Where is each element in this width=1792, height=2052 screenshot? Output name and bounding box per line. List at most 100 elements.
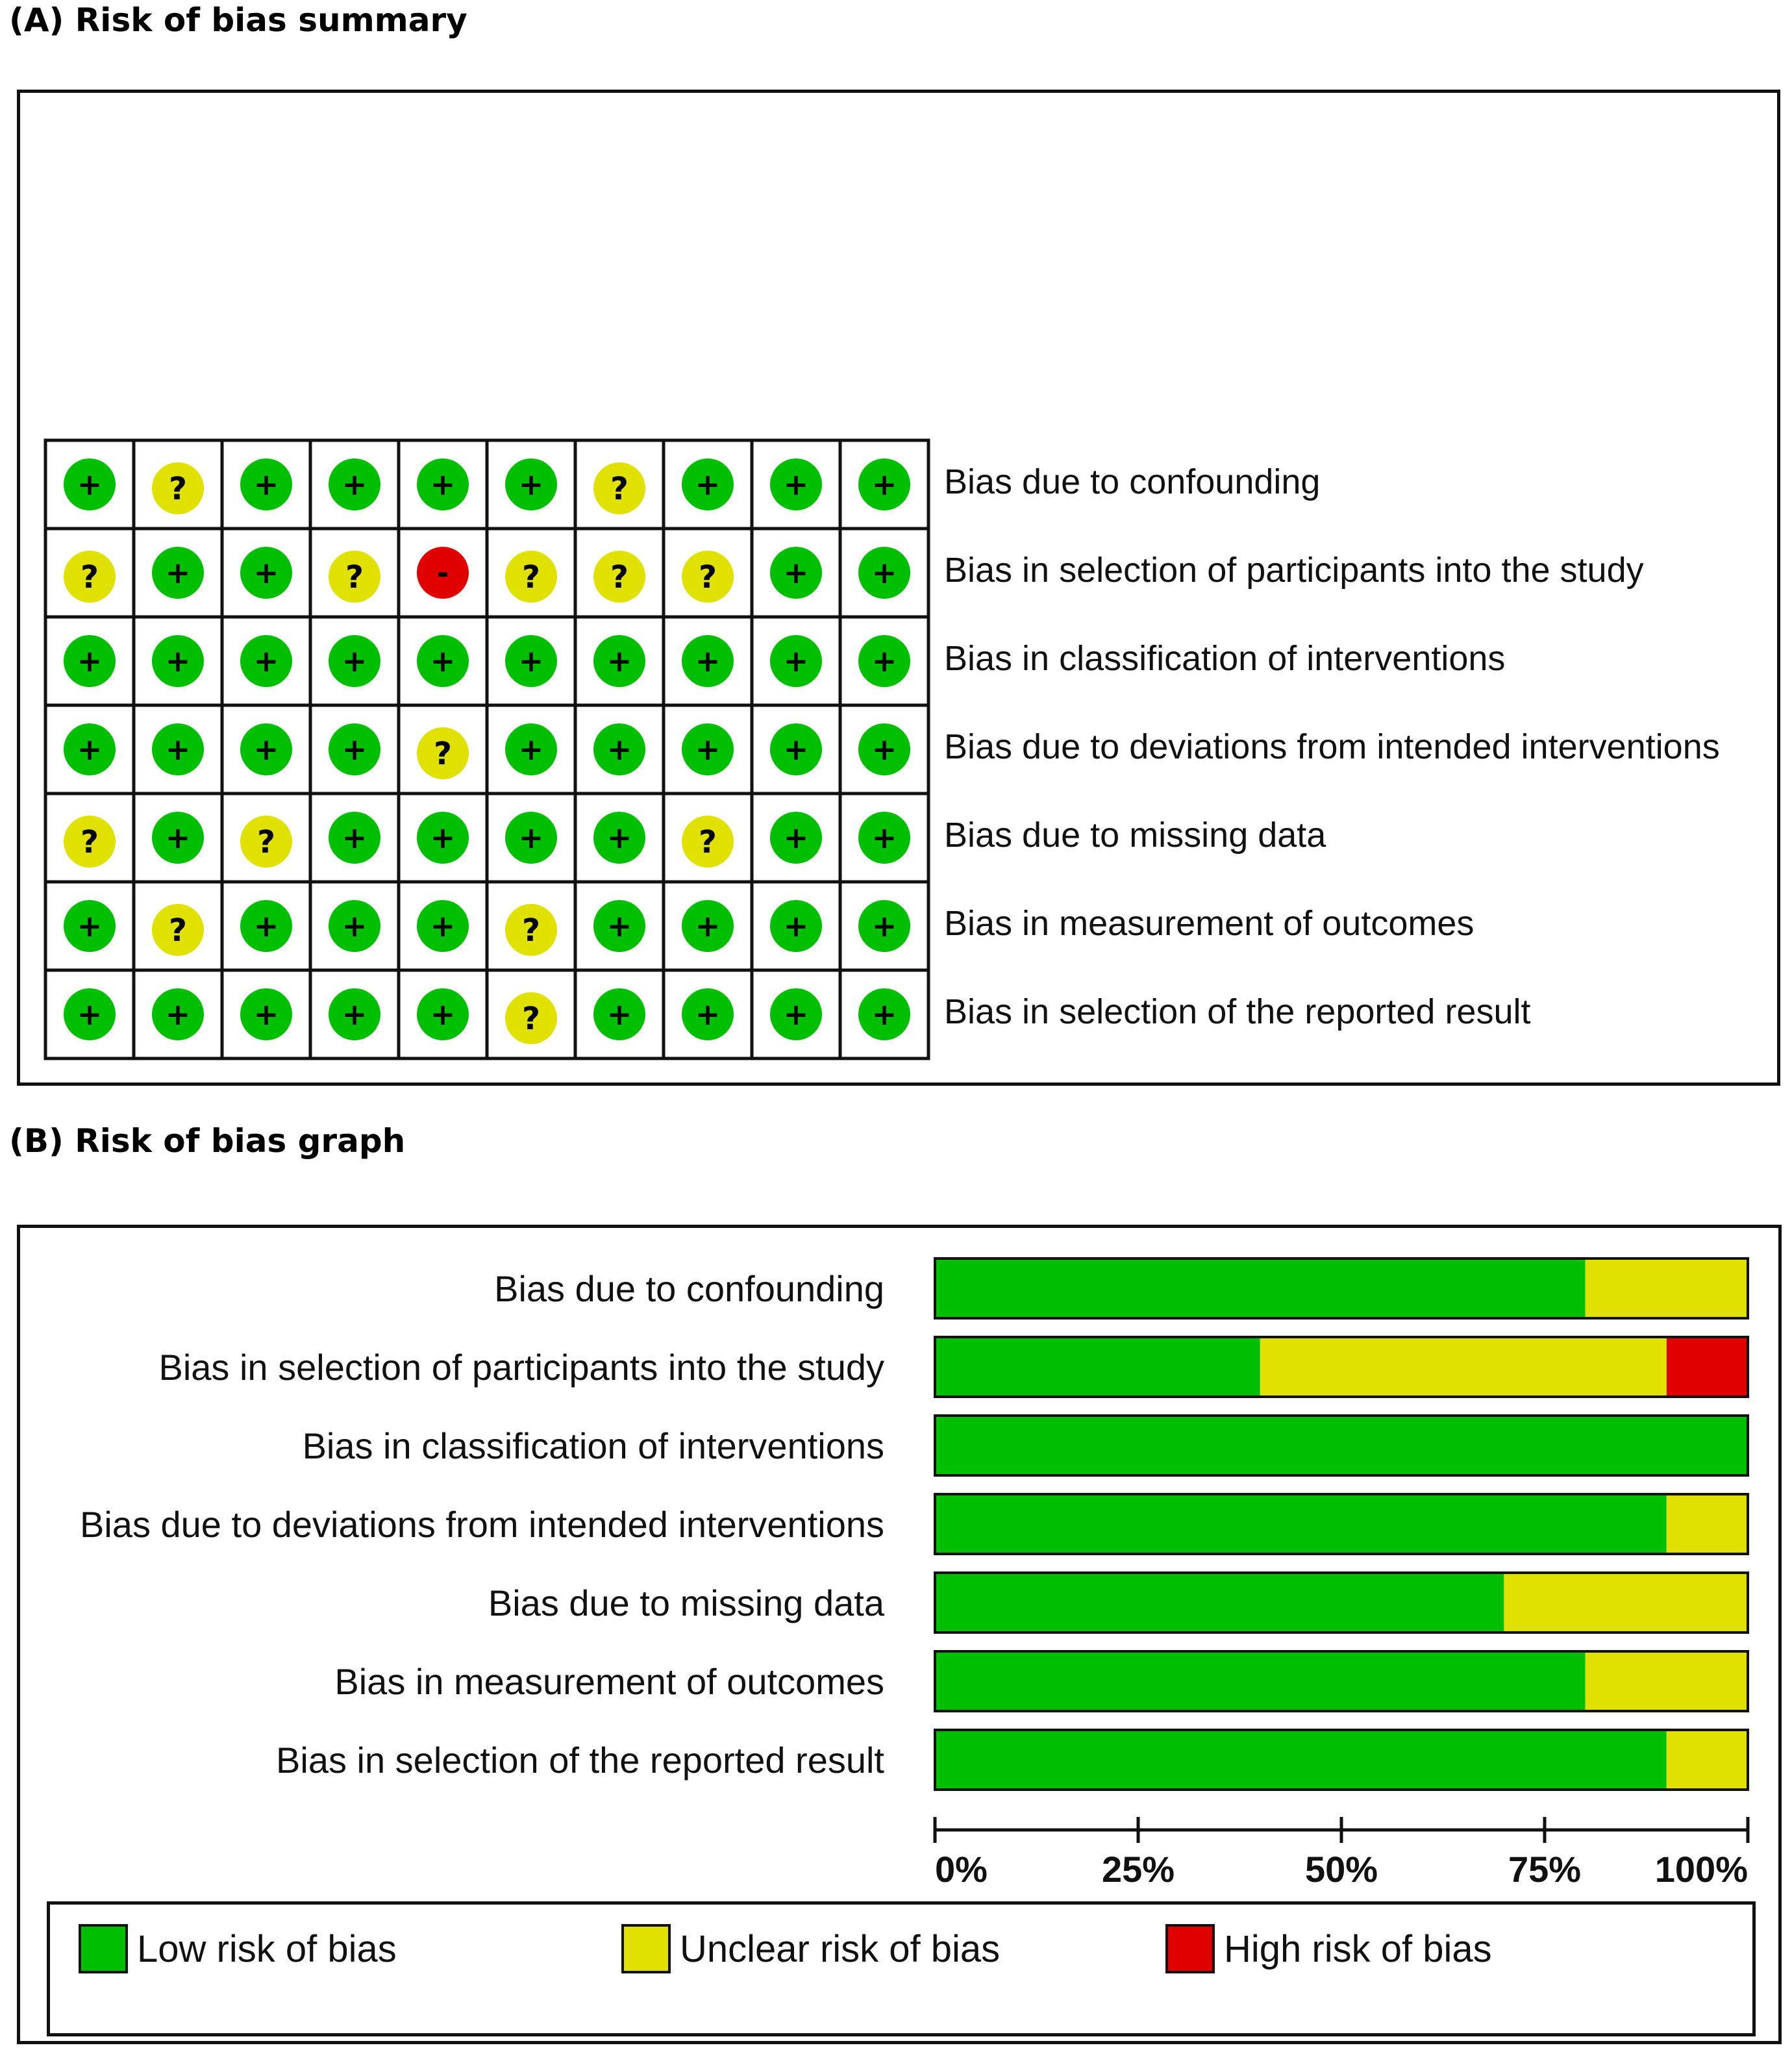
judgement-low	[64, 900, 116, 952]
judgement-low	[505, 635, 557, 687]
legend-swatch-unclear	[621, 1924, 671, 1973]
judgement-symbol: +	[519, 467, 544, 502]
judgement-unclear	[240, 816, 292, 868]
panel-b-title: (B) Risk of bias graph	[9, 1122, 406, 1160]
summary-cell	[838, 968, 930, 1060]
judgement-symbol: ?	[434, 736, 452, 772]
judgement-symbol: ?	[699, 824, 717, 860]
judgement-low	[593, 635, 645, 687]
bar-outline	[934, 1336, 1749, 1398]
judgement-unclear	[152, 462, 204, 514]
judgement-low	[770, 458, 822, 510]
judgement-low	[505, 458, 557, 510]
judgement-symbol: +	[342, 908, 367, 944]
bar-low	[935, 1416, 1748, 1475]
judgement-low	[329, 900, 380, 952]
judgement-low	[64, 723, 116, 775]
judgement-symbol: +	[872, 644, 897, 679]
judgement-low	[682, 635, 734, 687]
domain-label: Bias in measurement of outcomes	[944, 904, 1474, 943]
bar-unclear	[1585, 1258, 1748, 1318]
judgement-symbol: +	[519, 732, 544, 767]
judgement-symbol: ?	[522, 559, 540, 595]
judgement-symbol: +	[784, 908, 809, 944]
bar-unclear	[1666, 1730, 1748, 1790]
judgement-symbol: +	[166, 820, 191, 855]
judgement-unclear	[64, 816, 116, 868]
judgement-symbol: +	[607, 997, 632, 1032]
judgement-low	[152, 723, 204, 775]
judgement-symbol: +	[607, 908, 632, 944]
judgement-symbol: +	[784, 644, 809, 679]
judgement-symbol: +	[342, 644, 367, 679]
category-label: Bias in selection of the reported result	[276, 1740, 884, 1781]
judgement-symbol: +	[254, 467, 279, 502]
judgement-symbol: +	[77, 997, 103, 1032]
judgement-symbol: +	[695, 644, 721, 679]
judgement-unclear	[152, 904, 204, 956]
judgement-symbol: +	[77, 644, 103, 679]
judgement-low	[858, 900, 910, 952]
category-label: Bias due to deviations from intended int…	[80, 1504, 884, 1545]
judgement-symbol: +	[166, 732, 191, 767]
judgement-symbol: +	[607, 644, 632, 679]
legend-item-unclear: Unclear risk of bias	[621, 1924, 1000, 1973]
judgement-low	[240, 635, 292, 687]
judgement-low	[152, 635, 204, 687]
bar-low	[935, 1258, 1586, 1318]
judgement-low	[152, 547, 204, 599]
x-tick-label: 75%	[1508, 1849, 1581, 1890]
judgement-low	[593, 723, 645, 775]
bar-outline	[934, 1257, 1749, 1320]
judgement-symbol: +	[77, 908, 103, 944]
judgement-symbol: +	[784, 820, 809, 855]
judgement-symbol: ?	[699, 559, 717, 595]
judgement-symbol: +	[872, 732, 897, 767]
judgement-unclear	[682, 551, 734, 603]
judgement-low	[240, 458, 292, 510]
judgement-symbol: +	[430, 467, 456, 502]
judgement-low	[770, 635, 822, 687]
domain-label: Bias due to missing data	[944, 816, 1326, 855]
summary-cell	[308, 438, 401, 531]
judgement-low	[417, 988, 469, 1040]
judgement-low	[240, 547, 292, 599]
judgement-symbol: +	[77, 467, 103, 502]
judgement-unclear	[593, 462, 645, 514]
bar-outline	[934, 1729, 1749, 1791]
judgement-unclear	[417, 727, 469, 779]
bar-low	[935, 1573, 1504, 1633]
judgement-symbol: +	[695, 997, 721, 1032]
legend-swatch-high	[1165, 1924, 1215, 1973]
judgement-low	[240, 900, 292, 952]
judgement-low	[770, 723, 822, 775]
judgement-symbol: ?	[610, 471, 628, 507]
judgement-low	[858, 723, 910, 775]
domain-label: Bias in selection of participants into t…	[944, 551, 1644, 590]
x-tick-label: 50%	[1305, 1849, 1378, 1890]
judgement-low	[417, 900, 469, 952]
judgement-low	[770, 547, 822, 599]
judgement-symbol: +	[872, 820, 897, 855]
bar-outline	[934, 1571, 1749, 1634]
judgement-symbol: ?	[169, 471, 187, 507]
judgement-symbol: ?	[81, 824, 99, 860]
judgement-symbol: +	[342, 467, 367, 502]
judgement-symbol: +	[519, 644, 544, 679]
legend-item-high: High risk of bias	[1165, 1924, 1492, 1973]
judgement-symbol: +	[342, 732, 367, 767]
judgement-symbol: +	[784, 555, 809, 590]
judgement-symbol: +	[607, 732, 632, 767]
judgement-low	[417, 635, 469, 687]
x-tick-label: 0%	[935, 1849, 988, 1890]
judgement-low	[329, 723, 380, 775]
judgement-symbol: +	[342, 820, 367, 855]
judgement-symbol: +	[695, 467, 721, 502]
judgement-symbol: +	[607, 820, 632, 855]
judgement-low	[329, 458, 380, 510]
bar-unclear	[1666, 1494, 1748, 1554]
judgement-unclear	[505, 904, 557, 956]
legend-swatch-low	[79, 1924, 128, 1973]
judgement-low	[240, 723, 292, 775]
judgement-unclear	[593, 551, 645, 603]
